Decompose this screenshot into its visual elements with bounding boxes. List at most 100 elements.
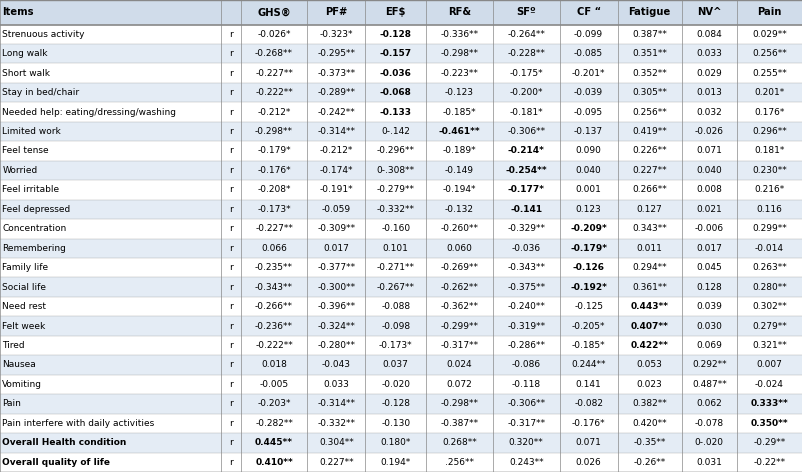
Text: -0.296**: -0.296** [377, 146, 415, 155]
Text: 0.123: 0.123 [576, 205, 602, 214]
Text: -0.095: -0.095 [574, 108, 603, 117]
Text: -0.280**: -0.280** [318, 341, 355, 350]
Text: 0.387**: 0.387** [632, 30, 667, 39]
Bar [307, 161, 366, 180]
Text: -0.006: -0.006 [695, 224, 724, 233]
Text: 0.256**: 0.256** [752, 49, 787, 58]
Text: 0.305**: 0.305** [632, 88, 667, 97]
Bar [0, 316, 221, 336]
Text: -0.059: -0.059 [322, 205, 351, 214]
Text: -0.266**: -0.266** [255, 302, 293, 311]
Bar [560, 63, 618, 83]
Text: .256**: .256** [445, 458, 474, 467]
Text: -0.240**: -0.240** [507, 302, 545, 311]
Bar [618, 44, 682, 63]
Text: r: r [229, 438, 233, 447]
Text: 0.443**: 0.443** [630, 302, 669, 311]
Bar [492, 180, 560, 200]
Text: 0.127: 0.127 [637, 205, 662, 214]
Bar [0, 180, 221, 200]
Bar [737, 122, 802, 141]
Bar [492, 336, 560, 355]
Bar [560, 180, 618, 200]
Text: -0.279**: -0.279** [377, 185, 415, 194]
Bar [426, 297, 492, 316]
Bar [737, 219, 802, 238]
Text: 0.176*: 0.176* [755, 108, 784, 117]
Bar [560, 278, 618, 297]
Text: -0.254**: -0.254** [505, 166, 547, 175]
Text: 0.268**: 0.268** [442, 438, 476, 447]
Bar [492, 161, 560, 180]
Text: r: r [229, 399, 233, 408]
Text: NV^: NV^ [697, 7, 722, 17]
Text: -0.085: -0.085 [574, 49, 603, 58]
Text: -0.181*: -0.181* [509, 108, 543, 117]
Text: -0.078: -0.078 [695, 419, 724, 428]
Text: r: r [229, 263, 233, 272]
Text: -0.306**: -0.306** [507, 399, 545, 408]
Bar [0, 44, 221, 63]
Text: 0.244**: 0.244** [571, 361, 606, 370]
Bar [221, 83, 241, 102]
Bar [0, 355, 221, 375]
Text: -0.126: -0.126 [573, 263, 605, 272]
Text: -0.212*: -0.212* [320, 146, 353, 155]
Bar [0, 238, 221, 258]
Text: -0.205*: -0.205* [572, 321, 606, 330]
Bar [221, 102, 241, 122]
Bar [366, 413, 426, 433]
Text: 0.116: 0.116 [756, 205, 783, 214]
Text: 0.181*: 0.181* [755, 146, 784, 155]
Bar [492, 453, 560, 472]
Bar [737, 258, 802, 278]
Text: 0.419**: 0.419** [632, 127, 667, 136]
Text: 0.350**: 0.350** [751, 419, 788, 428]
Bar [492, 200, 560, 219]
Text: -0.026*: -0.026* [257, 30, 291, 39]
Bar [366, 375, 426, 394]
Text: Fatigue: Fatigue [629, 7, 670, 17]
Text: 0.071: 0.071 [696, 146, 723, 155]
Bar [737, 25, 802, 44]
Bar [492, 0, 560, 25]
Text: 0.263**: 0.263** [752, 263, 787, 272]
Text: Long walk: Long walk [2, 49, 48, 58]
Text: 0.053: 0.053 [637, 361, 662, 370]
Text: 0.351**: 0.351** [632, 49, 667, 58]
Bar [0, 161, 221, 180]
Bar [366, 122, 426, 141]
Bar [307, 102, 366, 122]
Bar [682, 258, 737, 278]
Bar [307, 122, 366, 141]
Text: r: r [229, 283, 233, 292]
Bar [221, 258, 241, 278]
Text: -0.268**: -0.268** [255, 49, 293, 58]
Bar [307, 238, 366, 258]
Text: Worried: Worried [2, 166, 38, 175]
Text: -0.267**: -0.267** [377, 283, 415, 292]
Text: PF#: PF# [326, 7, 347, 17]
Bar [307, 433, 366, 453]
Bar [618, 180, 682, 200]
Bar [426, 316, 492, 336]
Bar [241, 219, 307, 238]
Bar [682, 63, 737, 83]
Text: 0.294**: 0.294** [632, 263, 667, 272]
Bar [366, 453, 426, 472]
Bar [560, 413, 618, 433]
Bar [241, 433, 307, 453]
Text: 0.037: 0.037 [383, 361, 408, 370]
Text: Overall Health condition: Overall Health condition [2, 438, 127, 447]
Text: 0.084: 0.084 [696, 30, 722, 39]
Text: -0.336**: -0.336** [440, 30, 479, 39]
Text: -0.314**: -0.314** [318, 127, 355, 136]
Text: -0.088: -0.088 [381, 302, 410, 311]
Bar [737, 102, 802, 122]
Bar [241, 375, 307, 394]
Bar [366, 161, 426, 180]
Bar [492, 316, 560, 336]
Bar [241, 278, 307, 297]
Text: r: r [229, 49, 233, 58]
Text: -0.175*: -0.175* [509, 69, 543, 78]
